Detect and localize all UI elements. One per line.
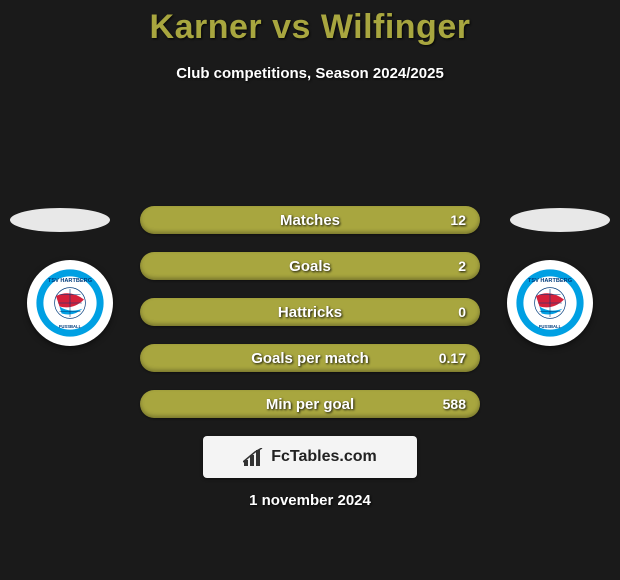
stat-label: Goals [140, 258, 480, 275]
comparison-date: 1 november 2024 [0, 492, 620, 509]
player-platform-right [510, 208, 610, 232]
svg-text:FUSSBALL: FUSSBALL [539, 324, 562, 329]
comparison-subtitle: Club competitions, Season 2024/2025 [0, 65, 620, 82]
stat-bar: Min per goal588 [140, 390, 480, 418]
stat-value-right: 588 [443, 396, 466, 412]
svg-text:FUSSBALL: FUSSBALL [59, 324, 82, 329]
watermark[interactable]: FcTables.com [203, 436, 417, 478]
chart-bar-icon [243, 448, 265, 466]
stat-label: Min per goal [140, 396, 480, 413]
stat-label: Matches [140, 212, 480, 229]
stat-label: Hattricks [140, 304, 480, 321]
player-platform-left [10, 208, 110, 232]
stat-bar: Matches12 [140, 206, 480, 234]
stat-value-right: 12 [450, 212, 466, 228]
stat-value-right: 0 [458, 304, 466, 320]
stat-value-right: 0.17 [439, 350, 466, 366]
watermark-text: FcTables.com [271, 448, 377, 466]
svg-text:TSV HARTBERG: TSV HARTBERG [528, 278, 572, 284]
svg-text:TSV HARTBERG: TSV HARTBERG [48, 278, 92, 284]
comparison-title: Karner vs Wilfinger [0, 0, 620, 47]
tsv-hartberg-logo-icon: TSV HARTBERG FUSSBALL [35, 268, 105, 338]
stat-bar: Goals2 [140, 252, 480, 280]
stat-bar: Goals per match0.17 [140, 344, 480, 372]
stat-bar: Hattricks0 [140, 298, 480, 326]
stat-value-right: 2 [458, 258, 466, 274]
club-logo-left: TSV HARTBERG FUSSBALL [27, 260, 113, 346]
stat-bars: Matches12 Goals2 Hattricks0 Goals per match… [140, 206, 480, 418]
club-logo-right: TSV HARTBERG FUSSBALL [507, 260, 593, 346]
stat-label: Goals per match [140, 350, 480, 367]
tsv-hartberg-logo-icon: TSV HARTBERG FUSSBALL [515, 268, 585, 338]
